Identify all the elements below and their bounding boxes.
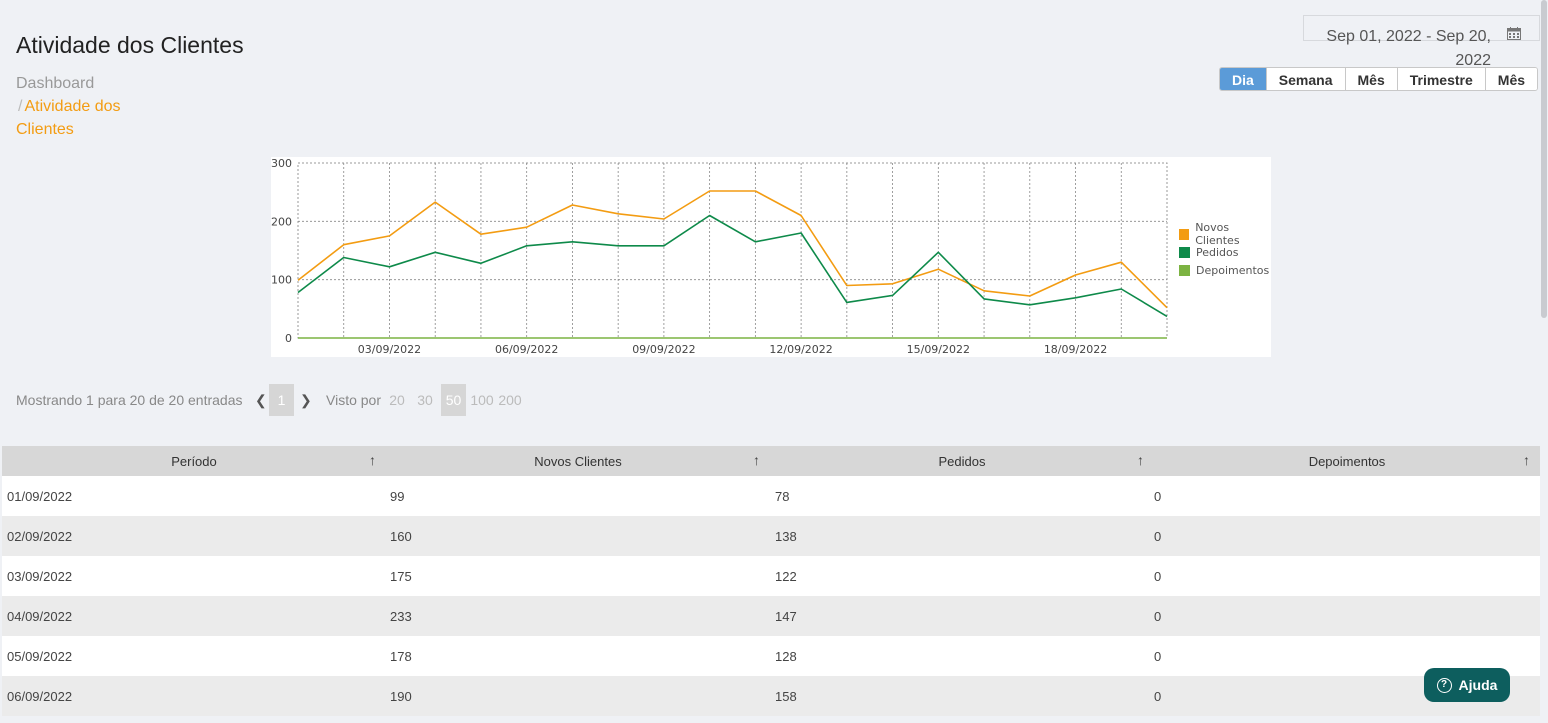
chevron-left-icon[interactable]: ❮ bbox=[255, 392, 267, 408]
column-header-label: Depoimentos bbox=[1308, 453, 1386, 469]
per-page-option-50[interactable]: 50 bbox=[441, 384, 466, 416]
column-header-periodo[interactable]: Período ↑ bbox=[2, 446, 386, 476]
per-page-option-100[interactable]: 100 bbox=[470, 392, 494, 408]
table-header-row: Período ↑ Novos Clientes ↑ Pedidos ↑ Depoim… bbox=[2, 446, 1540, 476]
cell-periodo: 02/09/2022 bbox=[2, 516, 386, 556]
date-range-picker[interactable]: Sep 01, 2022 - Sep 20, 2022 bbox=[1303, 15, 1540, 69]
cell-periodo: 01/09/2022 bbox=[2, 476, 386, 516]
table-row: 02/09/2022 160 138 0 bbox=[2, 516, 1540, 556]
column-header-pedidos[interactable]: Pedidos ↑ bbox=[770, 446, 1154, 476]
legend-label: Pedidos bbox=[1196, 245, 1239, 259]
arrow-up-icon[interactable]: ↑ bbox=[1137, 452, 1144, 468]
column-header-label: Novos Clientes bbox=[534, 453, 622, 469]
x-tick-label: 15/09/2022 bbox=[907, 343, 970, 356]
cell-novos-clientes: 233 bbox=[386, 596, 770, 636]
y-tick-label: 0 bbox=[285, 332, 292, 345]
y-tick-label: 300 bbox=[271, 157, 292, 170]
cell-periodo: 03/09/2022 bbox=[2, 556, 386, 596]
cell-pedidos: 128 bbox=[770, 636, 1154, 676]
series-line-pedidos bbox=[297, 214, 1168, 318]
chart-legend: Novos Clientes Pedidos Depoimentos bbox=[1179, 221, 1271, 279]
series-line-novos-clientes bbox=[297, 190, 1168, 309]
cell-depoimentos: 0 bbox=[1154, 476, 1540, 516]
chart-svg: 0 100 200 300 03/09/2022 06/09/2022 09/09/2022… bbox=[271, 157, 1168, 356]
per-page-option-30[interactable]: 30 bbox=[417, 392, 433, 408]
table-row: 01/09/2022 99 78 0 bbox=[2, 476, 1540, 516]
scrollbar-thumb[interactable] bbox=[1541, 0, 1547, 318]
cell-novos-clientes: 99 bbox=[386, 476, 770, 516]
cell-periodo: 06/09/2022 bbox=[2, 676, 386, 716]
period-quarter-button[interactable]: Trimestre bbox=[1396, 68, 1485, 90]
table-row: 03/09/2022 175 122 0 bbox=[2, 556, 1540, 596]
period-month-button[interactable]: Mês bbox=[1344, 68, 1397, 90]
arrow-up-icon[interactable]: ↑ bbox=[369, 452, 376, 468]
table-row: 04/09/2022 233 147 0 bbox=[2, 596, 1540, 636]
cell-periodo: 04/09/2022 bbox=[2, 596, 386, 636]
arrow-up-icon[interactable]: ↑ bbox=[1523, 452, 1530, 468]
legend-item-novos-clientes[interactable]: Novos Clientes bbox=[1179, 221, 1271, 247]
activity-chart: 0 100 200 300 03/09/2022 06/09/2022 09/09/2022… bbox=[271, 157, 1271, 357]
page-title: Atividade dos Clientes bbox=[16, 32, 244, 58]
per-page-option-20[interactable]: 20 bbox=[389, 392, 405, 408]
cell-pedidos: 147 bbox=[770, 596, 1154, 636]
cell-pedidos: 78 bbox=[770, 476, 1154, 516]
question-circle-icon: ? bbox=[1436, 677, 1452, 693]
x-tick-label: 18/09/2022 bbox=[1044, 343, 1107, 356]
pagination-info: Mostrando 1 para 20 de 20 entradas bbox=[16, 392, 243, 408]
column-header-depoimentos[interactable]: Depoimentos ↑ bbox=[1154, 446, 1540, 476]
legend-item-depoimentos[interactable]: Depoimentos bbox=[1179, 261, 1271, 279]
plot-area bbox=[297, 162, 1168, 339]
x-tick-label: 12/09/2022 bbox=[769, 343, 832, 356]
page-button-1[interactable]: 1 bbox=[269, 384, 294, 416]
cell-depoimentos: 0 bbox=[1154, 596, 1540, 636]
cell-depoimentos: 0 bbox=[1154, 556, 1540, 596]
legend-label: Depoimentos bbox=[1196, 263, 1270, 277]
calendar-icon bbox=[1507, 27, 1521, 40]
cell-novos-clientes: 175 bbox=[386, 556, 770, 596]
pagination-bar: Mostrando 1 para 20 de 20 entradas ❮ 1 ❯… bbox=[16, 384, 616, 416]
cell-periodo: 05/09/2022 bbox=[2, 636, 386, 676]
column-header-novos-clientes[interactable]: Novos Clientes ↑ bbox=[386, 446, 770, 476]
table-row: 05/09/2022 178 128 0 bbox=[2, 636, 1540, 676]
x-tick-label: 06/09/2022 bbox=[495, 343, 558, 356]
legend-swatch bbox=[1179, 228, 1190, 240]
page-scrollbar[interactable] bbox=[1540, 0, 1548, 723]
cell-pedidos: 122 bbox=[770, 556, 1154, 596]
period-week-button[interactable]: Semana bbox=[1265, 68, 1345, 90]
activity-table: Período ↑ Novos Clientes ↑ Pedidos ↑ Depoim… bbox=[2, 446, 1540, 716]
x-tick-label: 09/09/2022 bbox=[632, 343, 695, 356]
breadcrumb-home[interactable]: Dashboard bbox=[16, 75, 95, 92]
breadcrumb-separator: / bbox=[18, 98, 23, 115]
legend-label: Novos Clientes bbox=[1195, 221, 1240, 247]
help-label: Ajuda bbox=[1458, 677, 1498, 693]
help-button[interactable]: ? Ajuda bbox=[1424, 668, 1510, 702]
arrow-up-icon[interactable]: ↑ bbox=[753, 452, 760, 468]
breadcrumb: Dashboard / Atividade dos Clientes bbox=[16, 72, 146, 141]
date-range-value: Sep 01, 2022 - Sep 20, 2022 bbox=[1326, 28, 1491, 69]
y-tick-label: 200 bbox=[271, 215, 292, 228]
y-tick-label: 100 bbox=[271, 274, 292, 287]
period-day-button[interactable]: Dia bbox=[1220, 68, 1266, 90]
per-page-option-200[interactable]: 200 bbox=[498, 392, 522, 408]
table-row: 06/09/2022 190 158 0 bbox=[2, 676, 1540, 716]
breadcrumb-current: Atividade dos Clientes bbox=[16, 98, 121, 138]
cell-novos-clientes: 178 bbox=[386, 636, 770, 676]
column-header-label: Período bbox=[171, 453, 217, 469]
x-tick-label: 03/09/2022 bbox=[358, 343, 421, 356]
cell-novos-clientes: 160 bbox=[386, 516, 770, 556]
per-page-label: Visto por bbox=[326, 392, 381, 408]
legend-item-pedidos[interactable]: Pedidos bbox=[1179, 243, 1271, 261]
column-header-label: Pedidos bbox=[938, 453, 986, 469]
cell-novos-clientes: 190 bbox=[386, 676, 770, 716]
cell-depoimentos: 0 bbox=[1154, 516, 1540, 556]
legend-swatch bbox=[1179, 246, 1190, 258]
cell-pedidos: 158 bbox=[770, 676, 1154, 716]
legend-swatch bbox=[1179, 264, 1190, 276]
period-selector: Dia Semana Mês Trimestre Mês bbox=[1219, 67, 1539, 91]
period-month-button-2[interactable]: Mês bbox=[1484, 68, 1538, 90]
cell-pedidos: 138 bbox=[770, 516, 1154, 556]
chevron-right-icon[interactable]: ❯ bbox=[300, 392, 312, 408]
